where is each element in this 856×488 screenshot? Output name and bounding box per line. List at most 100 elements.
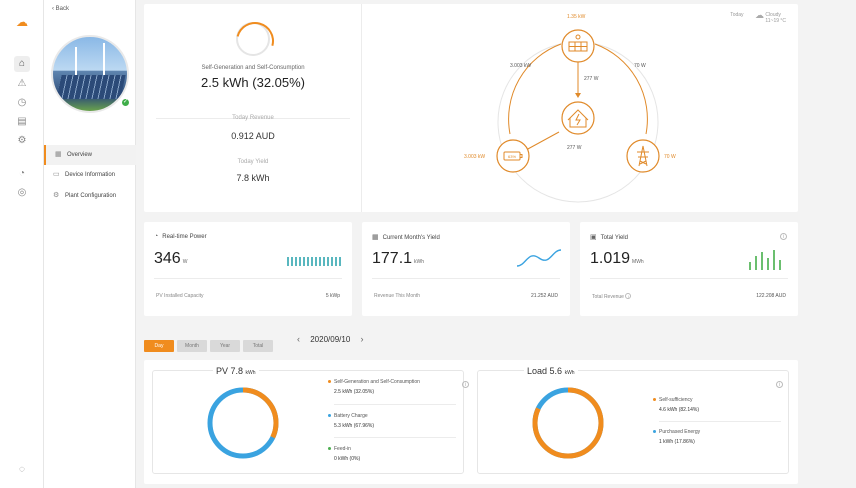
menu-plant-configuration[interactable]: ⚙ Plant Configuration <box>44 186 136 206</box>
gauge-icon: ◔ <box>154 233 159 240</box>
pv-to-home-label: 277 W <box>584 76 599 82</box>
solar-panel-icon <box>568 34 588 52</box>
footer-value: 122.208 AUD <box>756 293 786 299</box>
chevron-left-icon[interactable]: ‹ <box>297 334 300 344</box>
icon-rail: ☁ ⌂ ⚠ ◷ ▤ ⚙ ◔ ◎ ◌ <box>0 0 44 488</box>
left-arc-label: 3.003 kW <box>510 63 532 69</box>
revenue-value: 0.912 AUD <box>231 131 275 141</box>
current-date[interactable]: 2020/09/10 <box>310 335 351 344</box>
legend-item: Feed-in 0 kWh (0%) <box>328 446 360 462</box>
legend-dot <box>653 430 656 434</box>
calendar-icon: ▦ <box>372 234 379 241</box>
month-yield-card: ▦ Current Month's Yield 177.1 kWh Revenue … <box>362 222 570 316</box>
card-title: Current Month's Yield <box>382 235 440 241</box>
settings-icon: ⚙ <box>53 192 60 199</box>
load-title: Load 5.6 kWh <box>524 366 578 376</box>
account-icon[interactable]: ◎ <box>17 187 27 198</box>
battery-level-label: 63% <box>508 154 517 159</box>
legend-value: 4.6 kWh (82.14%) <box>659 407 700 413</box>
load-unit: kWh <box>564 370 575 376</box>
battery-icon <box>503 151 523 161</box>
home-icon[interactable]: ⌂ <box>14 56 30 72</box>
legend-label: Self-Generation and Self-Consumption <box>334 379 420 385</box>
back-link[interactable]: ‹ Back <box>52 6 69 12</box>
back-label: Back <box>55 6 70 12</box>
legend-item: Purchased Energy 1 kWh (17.86%) <box>653 429 700 445</box>
footer-label: Total Revenue i <box>592 293 632 300</box>
wind-turbine-icon <box>103 43 105 75</box>
tab-day[interactable]: Day <box>144 340 174 352</box>
card-header: ▦ Current Month's Yield <box>372 233 440 241</box>
legend-label: Self-sufficiency <box>659 397 693 403</box>
date-navigator: ‹ 2020/09/10 › <box>297 334 364 344</box>
legend-label: Purchased Energy <box>659 429 701 435</box>
yield-label: Today Yield <box>237 159 269 165</box>
tools-icon[interactable]: ⚙ <box>17 135 27 146</box>
load-title-text: Load 5.6 <box>527 366 563 376</box>
weather-temp: 11~19 °C <box>765 18 786 24</box>
sine-wave-graphic <box>516 249 562 267</box>
device-icon: ▭ <box>53 171 60 178</box>
battery-power-label: 3.003 kW <box>464 154 486 160</box>
footer-label: PV Installed Capacity <box>156 293 204 299</box>
menu-device-information[interactable]: ▭ Device Information <box>44 165 136 185</box>
self-gen-label: Self-Generation and Self-Consumption <box>201 65 305 71</box>
weather-today: Today <box>730 12 744 18</box>
pv-power-label: 1.35 kW <box>567 14 586 20</box>
chevron-right-icon[interactable]: › <box>360 334 364 344</box>
pv-donut-chart <box>207 387 279 459</box>
cloud-logo-icon: ☁ <box>16 15 28 29</box>
tab-month[interactable]: Month <box>177 340 207 352</box>
tab-total[interactable]: Total <box>243 340 273 352</box>
divider <box>590 278 788 279</box>
energy-flow-card: Self-Generation and Self-Consumption 2.5… <box>144 4 798 212</box>
report-icon[interactable]: ▤ <box>17 116 27 127</box>
menu-overview[interactable]: ▦ Overview <box>44 145 136 165</box>
value-unit: MWh <box>632 259 644 265</box>
pv-title-text: PV 7.8 <box>216 366 244 376</box>
house-icon <box>567 109 589 128</box>
info-icon[interactable]: i <box>625 293 632 299</box>
battery-to-home-label: 277 W <box>567 145 582 151</box>
menu-label: Overview <box>67 152 93 158</box>
pv-title: PV 7.8 kWh <box>213 366 259 376</box>
info-icon[interactable]: i <box>776 381 783 388</box>
chevron-left-icon: ‹ <box>52 6 54 12</box>
legend-value: 2.5 kWh (32.05%) <box>334 389 375 395</box>
menu-label: Plant Configuration <box>65 193 117 199</box>
energy-breakdown-card: PV 7.8 kWh Self-Generation and Self-Cons… <box>144 360 798 484</box>
legend-dot <box>328 414 331 418</box>
legend-value: 5.3 kWh (67.96%) <box>334 423 375 429</box>
footer-label: Revenue This Month <box>374 293 421 299</box>
info-icon[interactable]: i <box>780 233 787 240</box>
weather-widget: Today ☁ Cloudy 11~19 °C <box>730 10 786 25</box>
clock-icon[interactable]: ◷ <box>17 97 27 108</box>
right-arc-label: 70 W <box>634 63 646 69</box>
value-number: 346 <box>154 250 181 267</box>
weather-condition: Cloudy <box>765 12 781 18</box>
legend-label: Battery Charge <box>334 413 368 419</box>
card-title: Total Yield <box>600 235 628 241</box>
divider <box>659 421 781 422</box>
legend-item: Self-sufficiency 4.6 kWh (82.14%) <box>653 397 699 413</box>
plant-photo <box>51 35 129 113</box>
load-donut-chart <box>532 387 604 459</box>
realtime-power-value: 346 W <box>154 250 187 268</box>
help-icon[interactable]: ◌ <box>19 464 25 475</box>
legend-dot <box>328 447 331 451</box>
cloud-icon: ☁ <box>754 10 764 20</box>
bell-icon[interactable]: ◔ <box>18 168 26 179</box>
divider <box>334 404 456 405</box>
tab-year[interactable]: Year <box>210 340 240 352</box>
legend-dot <box>328 380 331 384</box>
alarm-icon[interactable]: ⚠ <box>17 78 27 89</box>
total-yield-value: 1.019 MWh <box>590 250 644 268</box>
wind-turbine-icon <box>75 47 77 75</box>
status-ok-icon: ✓ <box>121 98 130 107</box>
value-unit: kWh <box>414 259 425 265</box>
plant-side-panel: ‹ Back ✓ ▦ Overview ▭ Device Information ⚙… <box>44 0 136 488</box>
info-icon[interactable]: i <box>462 381 469 388</box>
divider <box>372 278 560 279</box>
grid-tower-icon <box>637 145 649 167</box>
legend-value: 0 kWh (0%) <box>334 456 361 462</box>
